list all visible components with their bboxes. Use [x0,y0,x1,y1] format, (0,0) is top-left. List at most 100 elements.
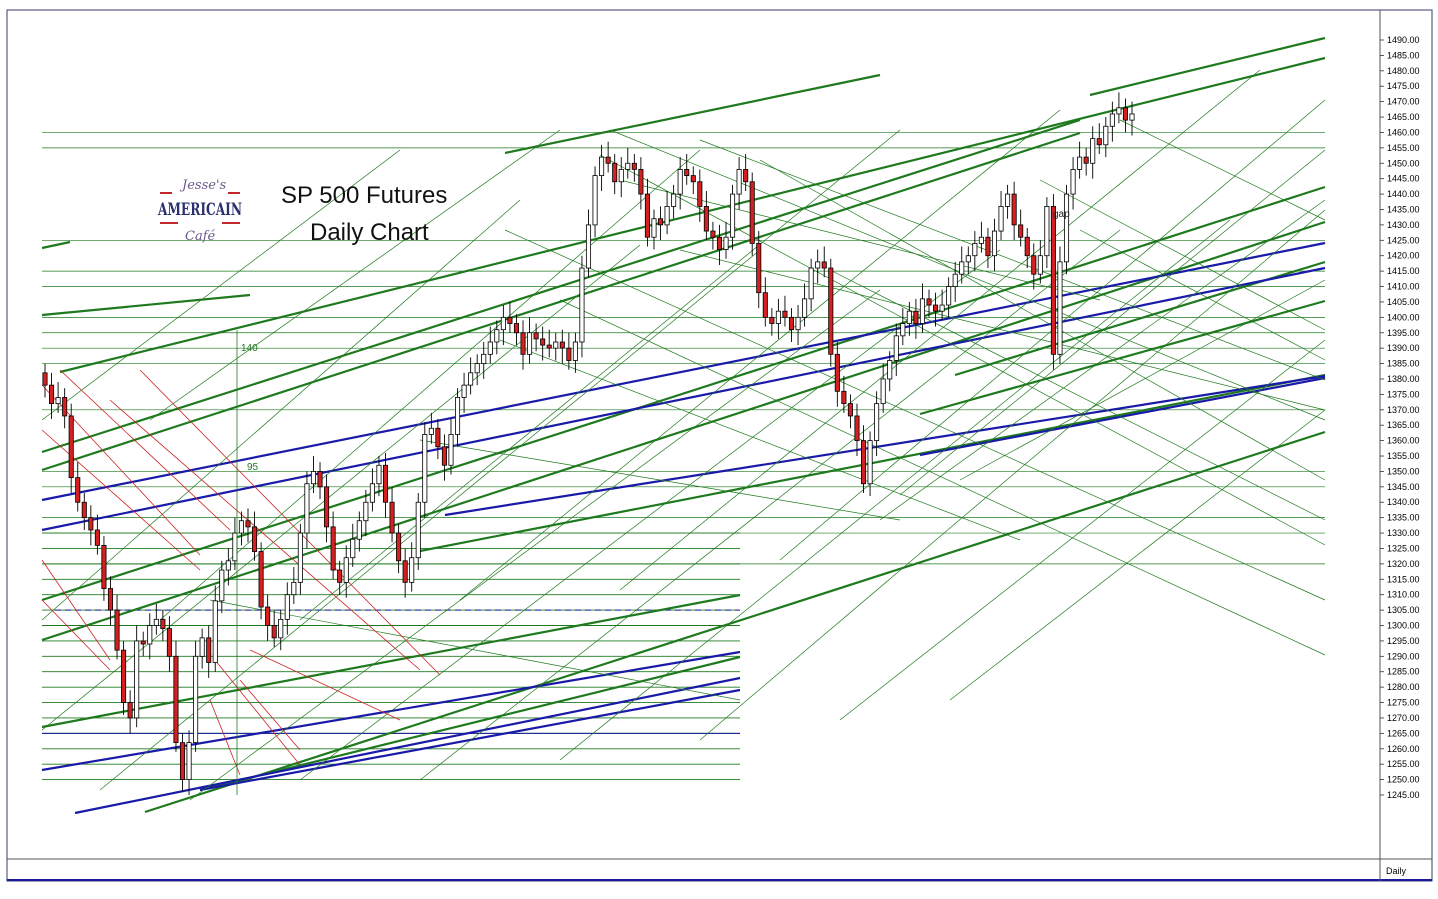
candle-up [919,298,925,324]
candle-down [847,403,853,417]
candle-down [566,347,572,361]
price-tick-label: 1400.00 [1387,312,1420,322]
candle-up [1070,169,1076,195]
fan-line-falling [419,439,901,521]
logo-brand: AMERICAIN [157,200,242,220]
candle-down [1024,236,1030,257]
candle-down [697,181,703,207]
candle-down [743,169,749,183]
price-tick-label: 1445.00 [1387,174,1420,184]
candle-up [553,341,559,349]
price-tick-label: 1465.00 [1387,112,1420,122]
fan-line-falling [609,129,1326,421]
candle-up [900,323,906,337]
candle-down [841,390,847,405]
candle-down [933,304,939,312]
candle-down [396,532,402,562]
red-descending-line [41,559,111,661]
fan-line-rising [699,209,1326,741]
fan-line-rising [459,109,1061,601]
candle-down [75,477,81,503]
candle-up [815,261,821,269]
price-axis: 1490.00 1485.00 1480.00 1475.00 1470.00 1465.… [1380,35,1420,800]
candle-down [179,742,186,780]
price-tick-label: 1290.00 [1387,651,1420,661]
price-tick-label: 1385.00 [1387,359,1420,369]
time-count-label-95: 95 [247,462,259,473]
candle-up [585,224,592,269]
candle-down [540,338,546,346]
candle-down [546,344,552,349]
candle-up [1090,138,1096,164]
candle-up [134,640,140,719]
fan-line-rising [839,339,1326,721]
red-descending-line [109,399,421,671]
candle-up [409,557,415,583]
candle-up [959,261,965,275]
candle-up [998,206,1004,232]
candle-up [147,625,153,645]
chart-title-line1: SP 500 Futures [281,182,447,209]
candle-up [1116,107,1122,115]
price-tick-label: 1375.00 [1387,389,1420,399]
candle-up [775,310,781,324]
candle-down [710,230,716,238]
candle-up [415,501,421,559]
price-tick-label: 1435.00 [1387,204,1420,214]
fan-line-falling [499,339,1021,541]
candle-up [297,532,303,583]
candle-up [887,360,893,380]
candle-down [81,501,87,519]
time-count-label-140: 140 [241,343,258,354]
gap-annotation: gap [1053,209,1070,220]
price-tick-label: 1345.00 [1387,482,1420,492]
candle-down [337,569,343,583]
candle-down [271,625,277,639]
fan-line-falling [1079,229,1326,361]
blue-trend-line [199,688,741,792]
candle-down [206,637,212,663]
candle-up [978,236,984,244]
candle-down [507,316,513,324]
price-tick-label: 1420.00 [1387,251,1420,261]
candle-down [166,628,172,657]
red-descending-line [139,369,441,676]
candle-up [422,434,428,503]
candle-down [258,551,264,608]
price-tick-label: 1430.00 [1387,220,1420,230]
fan-line-falling [209,599,741,701]
red-descending-line [239,679,301,751]
candle-up [736,169,742,195]
fan-line-rising [559,219,1231,761]
candle-down [756,242,762,294]
candle-down [49,384,55,405]
candle-up [939,304,945,312]
red-descending-line [249,649,401,721]
candle-up [310,471,317,485]
candle-down [173,655,179,744]
candle-up [428,427,434,435]
candle-up [304,483,310,534]
candle-up [527,332,533,355]
price-tick-label: 1260.00 [1387,744,1420,754]
candle-up [677,169,683,195]
candle-up [238,520,244,534]
rising-channel-line [504,73,881,155]
candle-down [828,267,834,355]
candle-down [94,529,100,546]
price-tick-label: 1415.00 [1387,266,1420,276]
rising-channel-line [41,131,1081,472]
price-tick-label: 1255.00 [1387,759,1420,769]
rising-channel-line [199,655,741,792]
fan-line-rising [149,129,561,421]
candle-up [225,560,231,571]
candle-up [1005,193,1011,207]
candle-down [520,332,526,355]
candle-down [612,162,618,183]
candle-up [481,353,487,364]
candle-down [716,236,722,250]
candle-up [153,618,159,626]
candle-down [160,618,166,629]
price-tick-label: 1245.00 [1387,790,1420,800]
